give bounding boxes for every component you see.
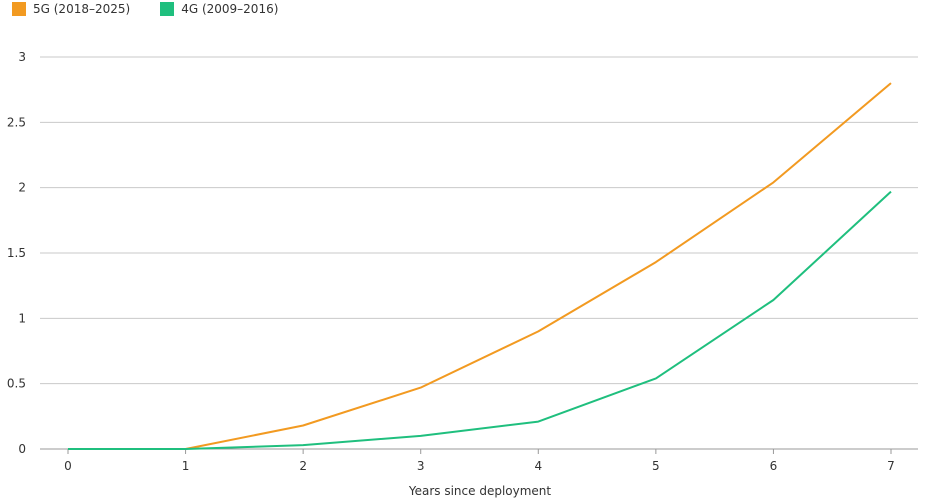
- y-tick-label: 3: [18, 50, 26, 64]
- x-tick-label: 3: [417, 459, 425, 473]
- y-tick-label: 0.5: [7, 377, 26, 391]
- x-tick-label: 5: [652, 459, 660, 473]
- series-line-0: [68, 82, 892, 450]
- legend-item-5g: 5G (2018–2025): [12, 2, 130, 16]
- legend: 5G (2018–2025) 4G (2009–2016): [12, 0, 278, 18]
- legend-swatch-5g: [12, 2, 26, 16]
- series-layer: [67, 82, 892, 450]
- legend-item-4g: 4G (2009–2016): [160, 2, 278, 16]
- x-tick-label: 2: [299, 459, 307, 473]
- x-tick-label: 1: [182, 459, 190, 473]
- grid-layer: [40, 56, 918, 450]
- y-tick-label: 1: [18, 311, 26, 325]
- x-tick-label: 4: [534, 459, 542, 473]
- y-axis-ticks: 0 0.5 1 1.5 2 2.5 3: [7, 50, 26, 456]
- y-tick-label: 2: [18, 181, 26, 195]
- x-tick-label: 7: [887, 459, 895, 473]
- legend-label-5g: 5G (2018–2025): [33, 2, 131, 16]
- series-line-1: [68, 190, 892, 450]
- y-tick-label: 2.5: [7, 115, 26, 129]
- legend-label-4g: 4G (2009–2016): [181, 2, 279, 16]
- x-tick-label: 0: [64, 459, 72, 473]
- x-axis-ticks: 0 1 2 3 4 5 6 7: [64, 449, 895, 473]
- x-axis-title: Years since deployment: [408, 484, 552, 498]
- y-tick-label: 1.5: [7, 246, 26, 260]
- x-tick-label: 6: [770, 459, 778, 473]
- y-tick-label: 0: [18, 442, 26, 456]
- legend-swatch-4g: [160, 2, 175, 16]
